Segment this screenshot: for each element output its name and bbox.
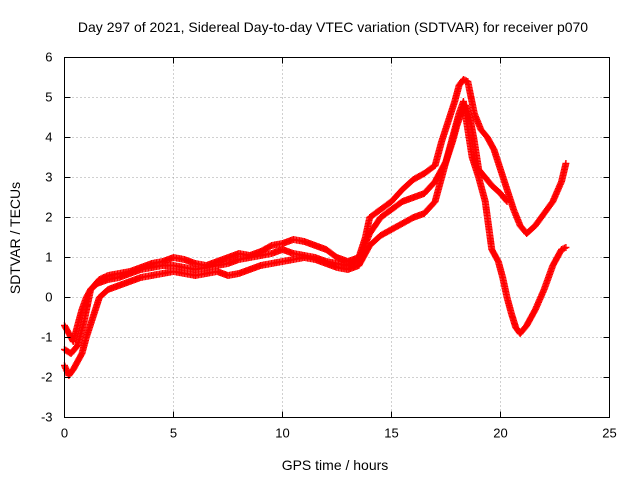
sample-marker [482,131,490,139]
axis-ticks: 0 5 10 15 20 25 -3 -2 -1 0 1 2 3 4 5 6 [41,50,617,441]
y-axis-label: SDTVAR / TECUs [7,182,23,294]
sample-marker [102,288,110,295]
y-tick-label: 5 [45,90,52,105]
plot-frame [64,57,610,418]
sample-marker [72,360,80,368]
x-axis-label: GPS time / hours [282,457,389,473]
sample-marker [396,188,404,196]
sample-marker [364,244,372,252]
sample-marker [63,327,71,335]
sample-marker [494,188,502,195]
sample-marker [72,344,80,352]
sample-marker [562,161,570,169]
sample-marker [417,171,425,179]
sample-marker [529,224,537,231]
y-tick-label: 2 [45,210,52,225]
sample-marker [385,227,393,235]
x-tick-label: 15 [384,426,398,441]
sample-marker [429,200,437,208]
y-tick-label: 0 [45,290,52,305]
x-tick-label: 0 [61,426,68,441]
sample-marker [265,243,273,251]
sample-marker [407,215,415,223]
sample-marker [547,200,555,208]
sample-marker [521,324,529,332]
sample-marker [374,207,382,215]
grid [64,57,610,418]
sample-marker [385,207,393,215]
y-tick-label: 4 [45,130,52,145]
sample-marker [331,252,339,260]
sample-marker [530,308,538,316]
y-tick-label: 1 [45,250,52,265]
sample-marker [493,255,501,263]
sample-marker [429,180,437,188]
x-tick-label: 25 [602,426,616,441]
x-tick-label: 10 [275,426,289,441]
y-tick-label: 6 [45,50,52,65]
sample-marker [396,221,404,229]
y-tick-label: -2 [41,370,53,385]
x-tick-label: 20 [493,426,507,441]
x-tick-label: 5 [170,426,177,441]
sample-marker [76,352,84,360]
y-tick-label: 3 [45,170,52,185]
chart-title: Day 297 of 2021, Sidereal Day-to-day VTE… [78,19,588,35]
sample-marker [67,368,75,376]
y-tick-label: -1 [41,330,53,345]
series-track-2 [61,98,570,379]
y-tick-label: -3 [41,410,53,425]
sample-marker [374,234,382,241]
sample-marker [560,244,568,252]
sample-marker [538,212,546,220]
sample-marker [396,199,404,207]
series-track-3 [61,76,570,357]
sample-marker [407,178,415,185]
sample-marker [489,143,497,151]
plot-area [61,76,570,379]
